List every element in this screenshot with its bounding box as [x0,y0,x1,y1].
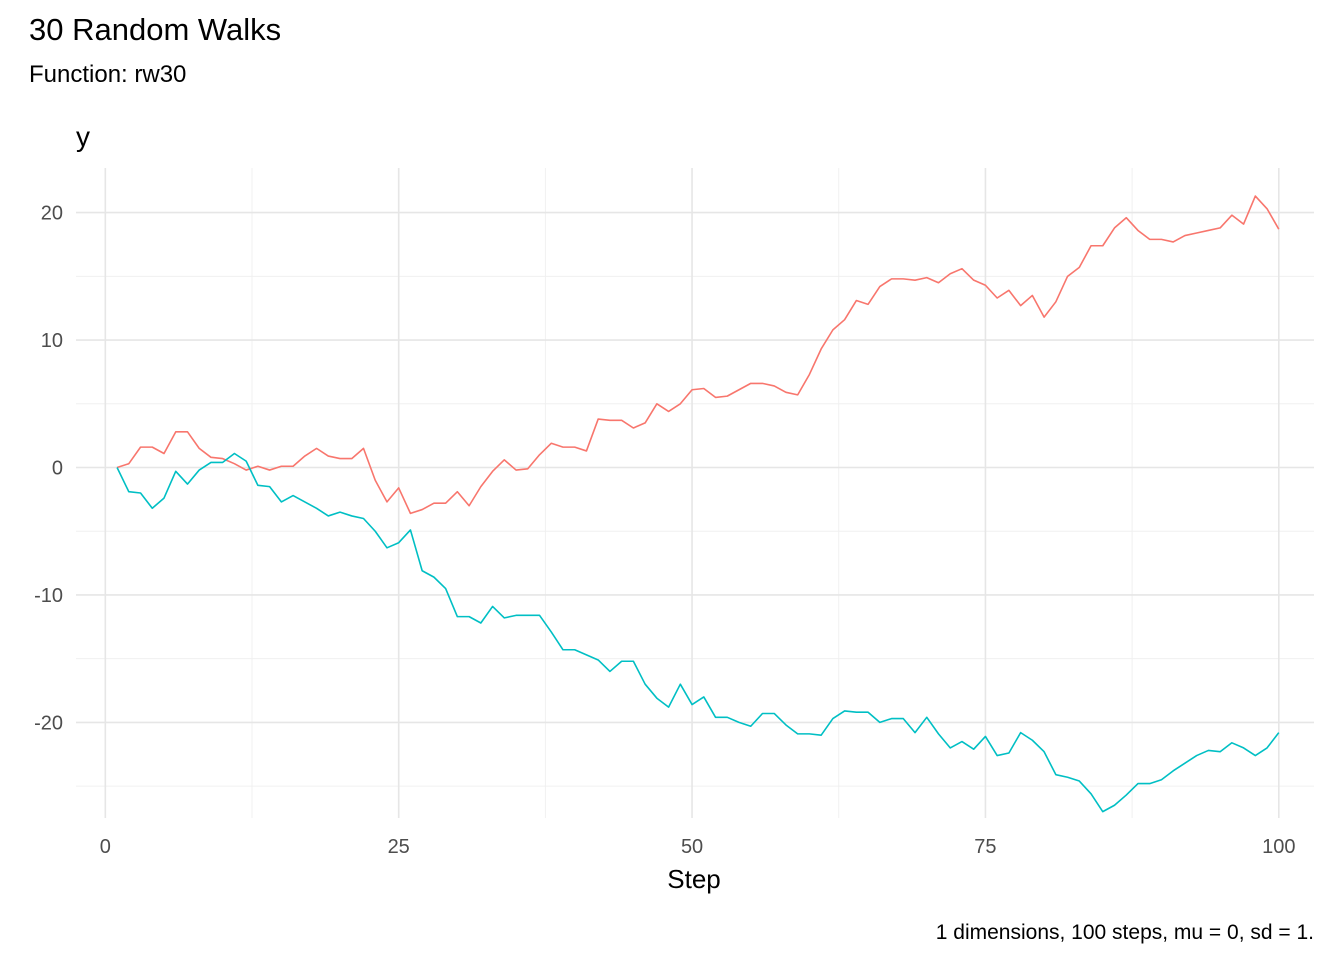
x-tick-label: 0 [100,836,111,858]
x-tick-label: 75 [974,836,996,858]
y-tick-label: -10 [34,585,63,607]
y-tick-label: 0 [52,458,63,480]
series-line-2 [116,452,1280,813]
x-axis-title: Step [667,864,721,894]
y-axis-tick-labels: -20 -10 0 10 20 [34,203,63,735]
series-lines [116,195,1280,813]
x-tick-label: 100 [1262,836,1295,858]
chart-subtitle: Function: rw30 [29,61,187,88]
major-gridlines [76,168,1314,818]
series-line-1 [116,195,1280,515]
chart-title: 30 Random Walks [29,12,282,47]
x-tick-label: 50 [681,836,703,858]
x-axis-tick-labels: 0 25 50 75 100 [100,836,1296,858]
x-tick-label: 25 [388,836,410,858]
minor-gridlines [76,168,1314,818]
y-tick-label: 20 [41,203,63,225]
y-tick-label: 10 [41,330,63,352]
y-axis-title: y [76,121,90,152]
chart-caption: 1 dimensions, 100 steps, mu = 0, sd = 1. [935,921,1314,944]
y-tick-label: -20 [34,712,63,734]
